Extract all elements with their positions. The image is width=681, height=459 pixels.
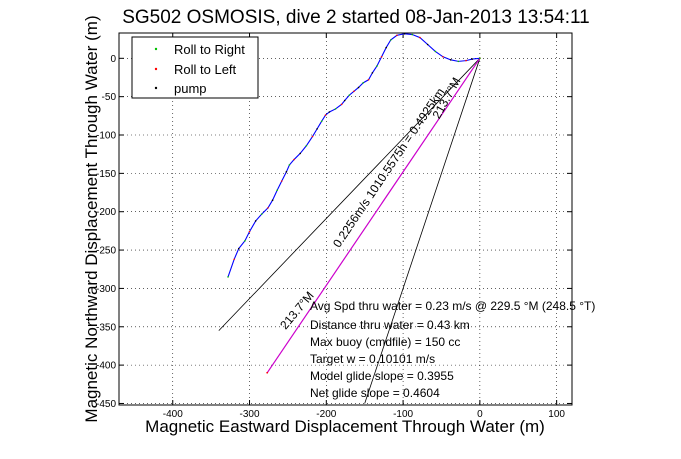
dive-track-point [233, 258, 235, 261]
dive-track-point [385, 46, 387, 49]
dive-track-point [276, 189, 278, 192]
dive-track-point [244, 240, 246, 242]
dive-track-point [357, 86, 360, 89]
dive-track-point [305, 144, 308, 147]
dive-track-point [237, 247, 240, 250]
y-axis-label: Magnetic Northward Displacement Through … [82, 15, 101, 422]
dive-track-point [343, 99, 346, 102]
legend-marker-roll-left [154, 67, 158, 71]
dive-track-point [426, 43, 429, 46]
dive-track-point [362, 82, 364, 84]
dive-track-point [248, 230, 251, 233]
y-tick-label: -400 [96, 361, 116, 372]
annotation-model-glide: Model glide slope = 0.3955 [310, 369, 454, 383]
legend-item-pump: pump [174, 81, 207, 96]
dive-track-point [380, 55, 383, 58]
dive-track-point [328, 111, 331, 113]
dive-track-point [261, 213, 263, 215]
legend-item-roll-right: Roll to Right [174, 42, 245, 57]
dive-track-point [419, 36, 421, 39]
y-tick-label: -50 [102, 92, 117, 103]
y-tick-label: -300 [96, 284, 116, 295]
y-tick-label: -200 [96, 207, 116, 218]
annotation-distance: Distance thru water = 0.43 km [310, 318, 470, 332]
dive-track-point [442, 55, 444, 58]
dive-track-point [376, 65, 378, 67]
dive-track-point [396, 34, 398, 37]
dive-track-point [348, 94, 351, 96]
y-tick-label: -150 [96, 169, 116, 180]
dive-track-point [288, 164, 291, 166]
legend: Roll to Right Roll to Left pump [131, 36, 259, 99]
dive-track-point [434, 50, 437, 53]
dive-track-point [293, 158, 295, 161]
x-axis-label: Magnetic Eastward Displacement Through W… [145, 417, 545, 436]
dive-track-point [371, 72, 374, 74]
dive-track-point [340, 103, 343, 106]
dive-track-point [316, 128, 318, 130]
dive-track-point [449, 59, 452, 61]
dive-track-point [353, 90, 355, 93]
dive-track-point [320, 120, 323, 123]
direct-path-line [266, 57, 481, 374]
annotation-target-w: Target w = 0.10101 m/s [310, 352, 435, 366]
dive-track-point [254, 220, 257, 222]
y-tick-label: -450 [96, 399, 116, 410]
x-tick-label: 0 [477, 409, 483, 420]
dive-track-point [411, 33, 414, 36]
x-tick-label: -200 [316, 409, 336, 420]
heading-guide-line [218, 58, 481, 331]
dive-track-point [299, 152, 302, 155]
y-tick-label: -350 [96, 322, 116, 333]
dive-track-point [471, 58, 473, 60]
dive-track-point [267, 207, 269, 209]
y-tick-label: -100 [96, 131, 116, 142]
x-tick-label: -300 [240, 409, 260, 420]
y-tick-label: 0 [110, 54, 116, 65]
axis-ticks: -400 -300 -200 -100 0 100 0 -50 -100 -150 -200 -250… [96, 33, 572, 420]
plot-lines [218, 32, 481, 404]
x-tick-label: -400 [163, 409, 183, 420]
dive-track-point [227, 276, 229, 278]
dive-track-point [457, 60, 460, 63]
y-tick-label: -250 [96, 246, 116, 257]
dive-track-point [271, 199, 274, 202]
annotation-net-glide: Net glide slope = 0.4604 [310, 386, 440, 400]
direct-path-point [266, 371, 269, 374]
legend-box [131, 36, 259, 99]
legend-marker-pump [154, 86, 158, 90]
heading-guide-line [364, 58, 481, 404]
dive-track-point [334, 108, 337, 110]
chart-title: SG502 OSMOSIS, dive 2 started 08-Jan-201… [122, 7, 590, 28]
dive-track-point [324, 114, 327, 116]
annotation-avg-speed: Avg Spd thru water = 0.23 m/s @ 229.5 °M… [310, 299, 595, 313]
dive-track-point [280, 180, 283, 182]
dive-track-point [390, 39, 392, 41]
legend-marker-roll-right [154, 47, 158, 51]
x-tick-label: -100 [393, 409, 413, 420]
dive-track-point [285, 171, 288, 173]
annotation-max-buoy: Max buoy (cmdfile) = 150 cc [310, 335, 460, 349]
x-tick-label: 100 [548, 409, 565, 420]
dive-track-point [367, 78, 370, 81]
dive-track-line [227, 33, 480, 278]
dive-track-point [479, 57, 481, 60]
dive-track-point [311, 135, 314, 138]
dive-summary: Avg Spd thru water = 0.23 m/s @ 229.5 °M… [310, 299, 595, 400]
dive-track-point [465, 59, 467, 62]
dive-track-point [403, 32, 406, 35]
legend-item-roll-left: Roll to Left [174, 62, 237, 77]
